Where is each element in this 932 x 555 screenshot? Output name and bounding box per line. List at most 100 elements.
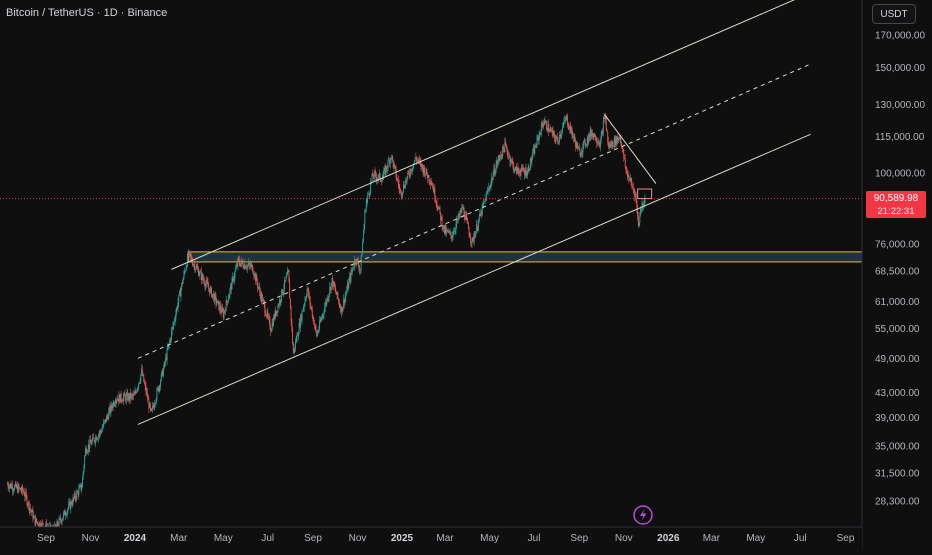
time-tick-label: 2026 <box>657 533 680 544</box>
time-axis[interactable] <box>0 527 862 550</box>
candle <box>106 413 108 420</box>
candle <box>470 232 472 247</box>
candle <box>120 390 122 404</box>
candle <box>518 167 520 177</box>
candle <box>505 143 507 149</box>
candle <box>616 136 618 146</box>
candle <box>535 143 537 149</box>
candle <box>346 286 348 295</box>
candle <box>260 288 261 301</box>
candle <box>117 394 118 402</box>
candle <box>363 223 365 234</box>
candle <box>58 515 60 528</box>
candle <box>274 309 276 321</box>
candle <box>235 264 237 272</box>
candle <box>114 401 116 407</box>
candle <box>632 184 633 190</box>
candle <box>19 487 21 490</box>
time-tick-label: Mar <box>703 533 721 544</box>
candle <box>349 272 351 286</box>
candle <box>424 174 426 180</box>
candle <box>348 278 350 292</box>
candle <box>182 277 184 285</box>
price-axis[interactable] <box>862 0 932 550</box>
candle <box>343 299 345 309</box>
candle <box>173 317 175 325</box>
candle <box>200 266 202 285</box>
candle <box>636 199 638 214</box>
candle <box>523 167 525 172</box>
candle <box>31 508 33 513</box>
candle <box>446 224 447 237</box>
candle <box>309 295 311 310</box>
candle <box>225 307 226 316</box>
channel-median-line[interactable] <box>137 63 811 359</box>
candle <box>559 130 561 140</box>
candle <box>589 125 591 142</box>
channel-lower-line[interactable] <box>137 133 811 425</box>
candle <box>111 402 113 412</box>
candle <box>541 119 543 131</box>
candle <box>63 510 64 521</box>
price-tick-label: 55,000.00 <box>875 324 920 335</box>
candle <box>276 310 277 317</box>
candle <box>440 215 442 221</box>
candle <box>235 260 237 270</box>
candle <box>203 274 205 284</box>
candle <box>362 238 364 255</box>
candle <box>172 321 174 330</box>
candle <box>530 156 532 164</box>
candle <box>136 390 137 394</box>
candle <box>508 152 510 158</box>
candle <box>303 304 304 313</box>
candle <box>551 127 552 133</box>
candle <box>102 424 104 430</box>
candle <box>271 318 273 332</box>
symbol-title[interactable]: Bitcoin / TetherUS · 1D · Binance <box>6 7 168 19</box>
candle <box>362 229 364 244</box>
candle <box>324 298 326 312</box>
candle <box>243 265 245 270</box>
candle <box>141 363 143 377</box>
candle <box>272 318 274 328</box>
candle <box>84 445 86 457</box>
candle <box>285 276 287 281</box>
currency-button[interactable]: USDT <box>872 4 916 24</box>
channel-upper-line[interactable] <box>171 0 810 270</box>
candle <box>255 272 257 281</box>
candle <box>103 420 105 425</box>
candle <box>286 271 288 278</box>
candle <box>179 290 180 296</box>
time-tick-label: May <box>746 533 765 544</box>
candle <box>270 328 272 333</box>
lightning-icon[interactable] <box>633 505 653 525</box>
candle <box>169 337 171 343</box>
candle <box>319 316 321 324</box>
candle <box>200 269 202 273</box>
candle <box>146 387 148 403</box>
candle <box>276 310 278 318</box>
candle <box>478 218 480 232</box>
price-tick-label: 130,000.00 <box>875 100 925 111</box>
candle <box>145 382 147 396</box>
candle <box>254 272 256 285</box>
candle <box>414 157 416 162</box>
candle <box>358 261 360 273</box>
price-tick-label: 170,000.00 <box>875 31 925 42</box>
candle <box>443 224 445 232</box>
flash-button[interactable] <box>633 505 653 525</box>
candle <box>597 138 598 147</box>
candle <box>479 213 481 217</box>
candle <box>86 449 88 454</box>
candle <box>100 429 102 436</box>
candle <box>10 480 12 489</box>
candle <box>194 262 196 273</box>
candle <box>330 286 331 294</box>
last-price-value: 90,589.98 <box>873 193 919 204</box>
candle <box>287 269 289 273</box>
descending-trendline[interactable] <box>604 114 657 184</box>
candle <box>388 155 390 161</box>
candle <box>69 500 71 510</box>
